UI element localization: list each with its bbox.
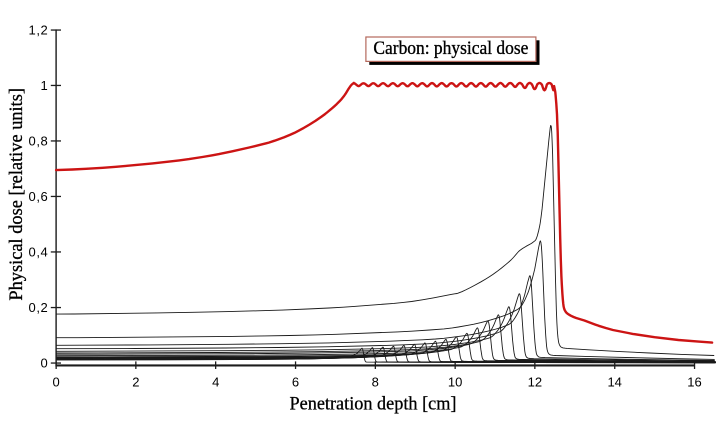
svg-text:0: 0 — [52, 375, 59, 390]
svg-text:14: 14 — [607, 375, 621, 390]
svg-text:Penetration depth [cm]: Penetration depth [cm] — [290, 394, 457, 415]
svg-text:10: 10 — [448, 375, 462, 390]
svg-text:0,4: 0,4 — [29, 245, 49, 260]
svg-text:1: 1 — [41, 78, 49, 93]
svg-text:6: 6 — [292, 375, 299, 390]
svg-text:1,2: 1,2 — [29, 23, 49, 38]
svg-text:0,8: 0,8 — [29, 134, 49, 149]
svg-text:2: 2 — [132, 375, 139, 390]
svg-text:0: 0 — [41, 356, 49, 371]
svg-text:0,2: 0,2 — [29, 300, 49, 315]
svg-text:4: 4 — [212, 375, 219, 390]
svg-text:0,6: 0,6 — [29, 189, 49, 204]
svg-text:Carbon: physical dose: Carbon: physical dose — [373, 39, 528, 59]
svg-text:Physical dose [relative units]: Physical dose [relative units] — [6, 88, 27, 301]
svg-text:8: 8 — [372, 375, 379, 390]
svg-text:16: 16 — [687, 375, 701, 390]
svg-text:12: 12 — [528, 375, 542, 390]
